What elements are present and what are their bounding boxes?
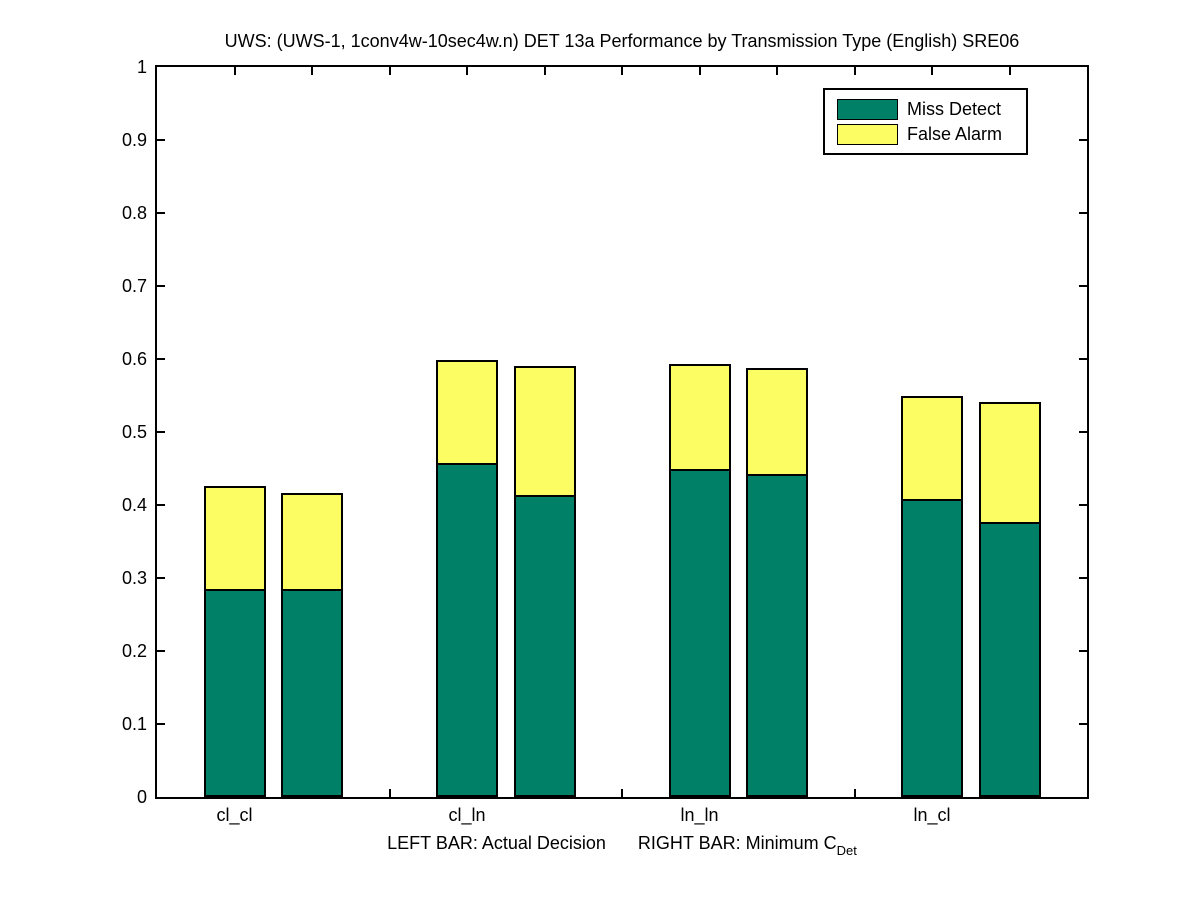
bar-segment-miss-detect <box>281 588 343 797</box>
x-tick-top <box>1008 67 1011 75</box>
y-tick-label: 0.6 <box>121 349 147 369</box>
bar-segment-miss-detect <box>203 588 266 797</box>
bar-segment-miss-detect <box>436 463 498 797</box>
bar-ln_ln-actual_decision <box>668 364 731 797</box>
y-tick-left <box>157 358 165 360</box>
y-tick-label: 0.2 <box>121 641 147 661</box>
bar-segment-miss-detect <box>978 521 1041 797</box>
x-tick-top <box>543 67 546 75</box>
bar-segment-miss-detect <box>746 473 808 797</box>
bar-cl_cl-minimum_cdet <box>281 493 343 797</box>
bar-cl_ln-minimum_cdet <box>513 366 576 797</box>
legend-item-false-alarm: False Alarm <box>837 122 1026 147</box>
x-tick-bottom <box>621 789 623 797</box>
y-tick-left <box>157 723 165 725</box>
y-tick-label: 0.7 <box>121 276 147 296</box>
y-tick-label: 0.1 <box>121 714 147 734</box>
y-tick-right <box>1079 358 1087 360</box>
bar-segment-false-alarm <box>281 493 343 591</box>
y-tick-right <box>1079 139 1087 141</box>
x-tick-label-cl_cl: cl_cl <box>216 805 253 825</box>
legend-item-miss-detect: Miss Detect <box>837 97 1026 122</box>
y-tick-right <box>1079 212 1087 214</box>
y-tick-left <box>157 650 165 652</box>
legend-label-miss-detect: Miss Detect <box>907 99 1002 119</box>
bar-ln_ln-minimum_cdet <box>746 367 808 797</box>
bar-segment-false-alarm <box>203 486 266 591</box>
bar-segment-false-alarm <box>746 367 808 476</box>
x-tick-top <box>931 67 933 75</box>
y-tick-right <box>1079 650 1087 652</box>
y-tick-label: 0.3 <box>121 568 147 588</box>
x-axis-label-right: RIGHT BAR: Minimum C <box>637 833 837 853</box>
y-tick-left <box>157 285 165 287</box>
bar-cl_cl-actual_decision <box>203 486 266 797</box>
bar-ln_cl-minimum_cdet <box>978 402 1041 797</box>
x-tick-label-cl_ln: cl_ln <box>448 805 486 825</box>
y-tick-label: 0.4 <box>121 495 147 515</box>
x-tick-top <box>853 67 856 75</box>
y-tick-label: 0.8 <box>121 203 147 223</box>
x-tick-top <box>233 67 236 75</box>
y-tick-left <box>157 577 165 579</box>
x-tick-label-ln_ln: ln_ln <box>680 805 719 825</box>
false-alarm-color-swatch <box>837 124 898 145</box>
bar-ln_cl-actual_decision <box>901 396 963 797</box>
x-axis-label-left: LEFT BAR: Actual Decision <box>387 833 606 853</box>
x-tick-top <box>388 67 391 75</box>
x-tick-top <box>466 67 468 75</box>
x-tick-top <box>311 67 313 75</box>
y-tick-right <box>1079 285 1087 287</box>
bar-segment-miss-detect <box>668 468 731 797</box>
bar-segment-false-alarm <box>901 396 963 502</box>
bar-segment-false-alarm <box>978 402 1041 524</box>
x-tick-bottom <box>388 789 391 797</box>
bar-segment-false-alarm <box>668 364 731 471</box>
y-tick-right <box>1079 431 1087 433</box>
x-tick-label-ln_cl: ln_cl <box>913 805 951 825</box>
legend: Miss Detect False Alarm <box>823 88 1028 155</box>
y-tick-label: 0 <box>136 787 147 807</box>
y-tick-left <box>157 212 165 214</box>
x-axis-label: LEFT BAR: Actual Decision RIGHT BAR: Mini… <box>155 833 1089 858</box>
bar-segment-false-alarm <box>436 360 498 466</box>
plot-area <box>155 65 1089 799</box>
y-tick-left <box>157 431 165 433</box>
bar-segment-miss-detect <box>513 494 576 797</box>
y-tick-right <box>1079 723 1087 725</box>
x-axis-label-subscript: Det <box>836 843 857 858</box>
chart-title: UWS: (UWS-1, 1conv4w-10sec4w.n) DET 13a … <box>224 31 1020 51</box>
bar-cl_ln-actual_decision <box>436 360 498 797</box>
y-tick-left <box>157 504 165 506</box>
y-tick-label: 0.9 <box>121 130 147 150</box>
miss-detect-color-swatch <box>837 99 898 120</box>
x-tick-top <box>698 67 701 75</box>
bar-segment-false-alarm <box>513 366 576 497</box>
y-tick-right <box>1079 504 1087 506</box>
legend-label-false-alarm: False Alarm <box>907 124 1003 144</box>
y-tick-left <box>157 139 165 141</box>
y-tick-label: 0.5 <box>121 422 147 442</box>
x-tick-top <box>621 67 623 75</box>
y-tick-label: 1 <box>136 57 147 77</box>
y-tick-right <box>1079 577 1087 579</box>
bar-segment-miss-detect <box>901 499 963 797</box>
x-tick-bottom <box>853 789 856 797</box>
x-tick-top <box>776 67 778 75</box>
